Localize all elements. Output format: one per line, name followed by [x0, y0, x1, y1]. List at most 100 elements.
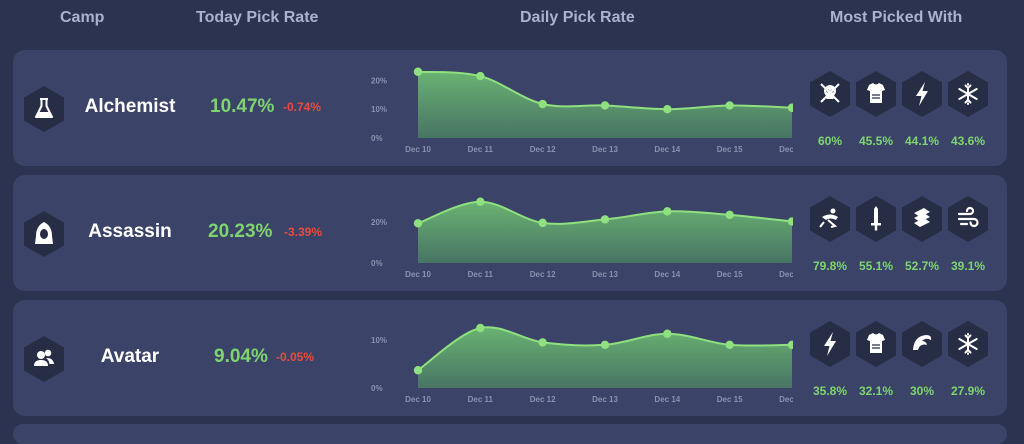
armor-icon [856, 71, 896, 117]
chart-y-tick-label: 10% [371, 336, 387, 345]
chart-x-tick-label: Dec 15 [717, 395, 743, 404]
pick-rate-change: -0.74% [283, 100, 322, 114]
camp-row-partial[interactable] [13, 424, 1007, 444]
chart-point[interactable] [538, 99, 547, 109]
chart-x-tick-label: Dec 12 [530, 270, 556, 279]
chart-area [418, 327, 792, 388]
chart-x-tick-label: Dec 12 [530, 145, 556, 154]
picked-with-percent: 52.7% [904, 259, 940, 273]
chart-y-tick-label: 0% [371, 134, 383, 143]
dash-icon [810, 196, 850, 242]
chart-y-tick-label: 20% [371, 218, 387, 227]
chart-point[interactable] [663, 105, 672, 114]
chart-point[interactable] [476, 197, 485, 206]
lightning-icon [902, 71, 942, 117]
picked-with-percent: 45.5% [858, 134, 894, 148]
chart-point[interactable] [413, 67, 423, 76]
picked-with-percent: 30% [909, 384, 935, 398]
today-pick-rate: 10.47% [210, 96, 275, 117]
chart-point[interactable] [787, 217, 793, 226]
chart-x-tick-label: Dec 14 [654, 145, 680, 154]
chart-y-tick-label: 10% [371, 105, 387, 114]
sword-icon [856, 196, 896, 242]
chart-point[interactable] [413, 366, 423, 375]
chart-x-tick-label: Dec 10 [405, 395, 431, 404]
chart-point[interactable] [663, 207, 672, 216]
snowflake-icon [948, 71, 988, 117]
chart-x-tick-label: Dec 16 [779, 270, 793, 279]
chart-point[interactable] [787, 103, 793, 112]
chart-point[interactable] [476, 323, 485, 333]
layers-icon [902, 196, 942, 242]
picked-with-percent: 55.1% [858, 259, 894, 273]
chart-x-tick-label: Dec 16 [779, 145, 793, 154]
picked-with-percent: 60% [817, 134, 843, 148]
hooded-figure-icon [24, 211, 64, 257]
chart-y-tick-label: 20% [371, 76, 387, 85]
pick-rate-change: -3.39% [284, 225, 323, 239]
skull-icon [810, 71, 850, 117]
chart-area [418, 201, 792, 263]
chart-x-tick-label: Dec 16 [779, 395, 793, 404]
camp-name: Assassin [88, 221, 172, 242]
chart-point[interactable] [787, 340, 793, 349]
daily-pick-rate-chart: Dec 10 Dec 11 Dec 12 Dec 13 Dec 14 Dec 15 Dec … [371, 67, 793, 154]
picked-with-percent: 44.1% [904, 134, 940, 148]
chart-point[interactable] [413, 219, 423, 228]
chart-x-tick-label: Dec 11 [468, 145, 494, 154]
flask-icon [24, 86, 64, 132]
chart-x-tick-label: Dec 14 [654, 270, 680, 279]
chart-point[interactable] [725, 101, 734, 110]
camp-row-assassin[interactable]: Assassin 20.23% -3.39% Dec 10 Dec 11 Dec 1… [13, 175, 1007, 291]
picked-with-percent: 39.1% [950, 259, 986, 273]
chart-x-tick-label: Dec 14 [654, 395, 680, 404]
header-today-pick-rate: Today Pick Rate [196, 9, 319, 26]
users-icon [24, 336, 64, 382]
chart-x-tick-label: Dec 12 [530, 395, 556, 404]
chart-point[interactable] [600, 340, 610, 349]
camp-name: Avatar [100, 346, 160, 367]
today-pick-rate: 20.23% [208, 221, 273, 242]
lightning-icon [810, 321, 850, 367]
chart-x-tick-label: Dec 15 [717, 145, 743, 154]
chart-point[interactable] [476, 71, 485, 81]
camp-row-alchemist[interactable]: Alchemist 10.47% -0.74% Dec 10 Dec 11 Dec … [13, 50, 1007, 166]
pick-rate-change: -0.05% [276, 350, 315, 364]
chart-x-tick-label: Dec 10 [405, 270, 431, 279]
camp-name: Alchemist [84, 96, 176, 117]
chart-x-tick-label: Dec 15 [717, 270, 743, 279]
picked-with-percent: 27.9% [950, 384, 986, 398]
chart-x-tick-label: Dec 13 [592, 395, 618, 404]
armor-icon [856, 321, 896, 367]
chart-x-tick-label: Dec 11 [468, 395, 494, 404]
chart-x-tick-label: Dec 13 [592, 145, 618, 154]
camp-row-avatar[interactable]: Avatar 9.04% -0.05% Dec 10 Dec 11 Dec 12 De… [13, 300, 1007, 416]
chart-point[interactable] [600, 215, 610, 224]
chart-point[interactable] [725, 210, 734, 220]
chart-point[interactable] [725, 340, 734, 349]
chart-point[interactable] [538, 338, 547, 347]
chart-x-tick-label: Dec 11 [468, 270, 494, 279]
picked-with-percent: 32.1% [858, 384, 894, 398]
daily-pick-rate-chart: Dec 10 Dec 11 Dec 12 Dec 13 Dec 14 Dec 15 Dec … [371, 197, 793, 279]
today-pick-rate: 9.04% [214, 346, 268, 367]
chart-point[interactable] [663, 329, 672, 338]
chart-y-tick-label: 0% [371, 259, 383, 268]
chart-point[interactable] [600, 101, 610, 110]
picked-with-percent: 79.8% [812, 259, 848, 273]
header-camp: Camp [60, 9, 105, 26]
header-daily-pick-rate: Daily Pick Rate [520, 9, 635, 26]
daily-pick-rate-chart: Dec 10 Dec 11 Dec 12 Dec 13 Dec 14 Dec 15 Dec … [371, 323, 793, 404]
table-header: Camp Today Pick Rate Daily Pick Rate Mos… [0, 0, 1024, 40]
chart-x-tick-label: Dec 13 [592, 270, 618, 279]
picked-with-percent: 43.6% [950, 134, 986, 148]
chart-x-tick-label: Dec 10 [405, 145, 431, 154]
wave-icon [902, 321, 942, 367]
wind-icon [948, 196, 988, 242]
chart-point[interactable] [538, 218, 547, 228]
snowflake-icon [948, 321, 988, 367]
picked-with-percent: 35.8% [812, 384, 848, 398]
chart-area [418, 71, 792, 138]
chart-y-tick-label: 0% [371, 384, 383, 393]
header-most-picked-with: Most Picked With [830, 9, 963, 26]
